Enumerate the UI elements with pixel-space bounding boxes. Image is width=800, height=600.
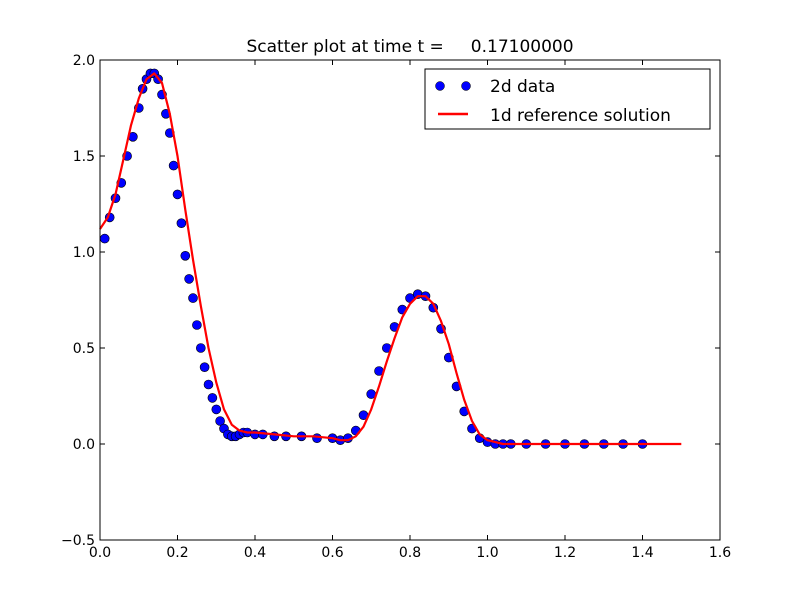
legend-label-1d-reference: 1d reference solution: [490, 106, 671, 126]
legend-marker-2d-data-2: [461, 81, 471, 91]
scatter-point: [211, 404, 222, 415]
x-tick-label: 1.2: [554, 545, 576, 561]
x-tick-label: 1.6: [709, 545, 731, 561]
y-tick-label: 1.0: [73, 245, 95, 261]
x-tick-label: 0.6: [321, 545, 343, 561]
x-tick-label: 1.0: [476, 545, 498, 561]
reference-line: [99, 72, 682, 446]
scatter-point: [172, 189, 183, 200]
scatter-point: [99, 233, 110, 244]
legend-marker-2d-data-1: [435, 81, 445, 91]
legend: 2d data 1d reference solution: [424, 68, 711, 130]
scatter-point: [312, 433, 322, 444]
scatter-point: [207, 393, 218, 403]
scatter-point: [192, 320, 202, 330]
scatter-point: [184, 274, 194, 284]
legend-box: [424, 68, 711, 130]
axes-ticks: 0.0 0.2 0.4 0.6 0.8 1.0 1.2 1.4 1.6−0.50.00.51.0…: [61, 53, 731, 561]
legend-label-2d-data: 2d data: [490, 77, 555, 97]
plot-layer: [99, 68, 682, 449]
scatter-point: [196, 343, 206, 353]
y-tick-label: 1.5: [73, 149, 95, 165]
scatter-point: [180, 251, 191, 261]
y-tick-label: −0.5: [61, 533, 95, 549]
scatter-point: [215, 416, 225, 426]
y-tick-label: 0.0: [73, 437, 95, 453]
y-tick-label: 0.5: [73, 341, 95, 357]
x-tick-label: 0.2: [166, 545, 188, 561]
scatter-point: [168, 160, 179, 171]
scatter-point: [203, 379, 214, 390]
x-tick-label: 0.4: [244, 545, 266, 561]
x-tick-label: 0.0: [89, 545, 111, 561]
scatter-point: [176, 218, 187, 228]
scatter-point: [188, 293, 198, 303]
x-tick-label: 0.8: [399, 545, 421, 561]
scatter-point: [199, 362, 210, 373]
x-tick-label: 1.4: [631, 545, 653, 561]
chart-title: Scatter plot at time t = 0.17100000: [246, 37, 573, 57]
y-tick-label: 2.0: [73, 53, 95, 69]
